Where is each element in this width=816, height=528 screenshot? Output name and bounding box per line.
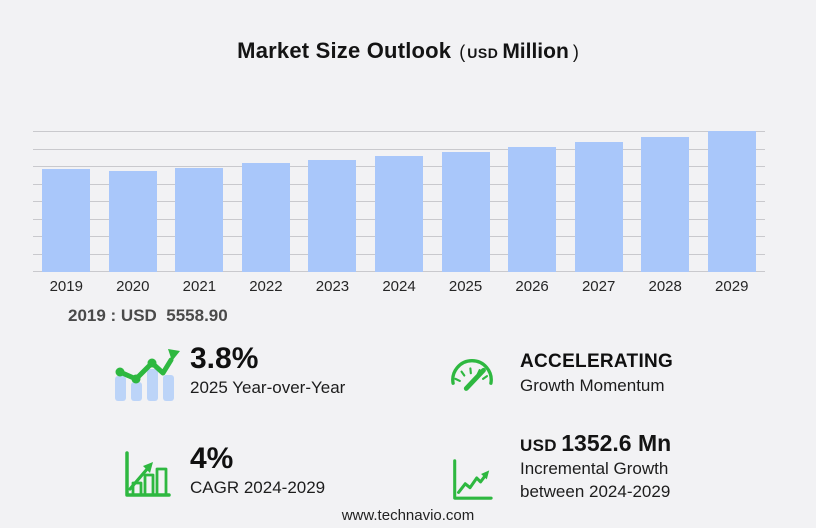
bar-2027 <box>574 142 623 272</box>
bar-2024 <box>375 156 423 272</box>
title-unit: Million <box>502 40 569 63</box>
bar-slot-2019 <box>33 124 100 272</box>
x-axis-label-2019: 2019 <box>49 278 83 295</box>
yoy-value: 3.8% <box>190 342 259 375</box>
x-axis-label-2022: 2022 <box>249 278 283 295</box>
stat-incremental-growth: USD 1352.6 Mn Incremental Growth between… <box>448 430 671 507</box>
bar-slot-2022 <box>233 124 300 272</box>
bar-2020 <box>108 171 157 272</box>
incremental-value: 1352.6 Mn <box>561 430 672 456</box>
page-title: Market Size Outlook (USD Million) <box>0 38 816 64</box>
speedometer-icon <box>448 355 520 402</box>
bar-slot-2027 <box>565 124 632 272</box>
x-axis-label-2024: 2024 <box>382 278 416 295</box>
bar-2021 <box>175 168 224 272</box>
x-axis-labels: 2019 2020 2021 2022 2023 2024 2025 2026 2027 2028… <box>33 278 765 295</box>
x-axis-label-2020: 2020 <box>116 278 150 295</box>
bar-2023 <box>308 160 357 272</box>
bar-2025 <box>441 152 490 272</box>
x-axis-label-2029: 2029 <box>715 278 749 295</box>
bar-slot-2029 <box>698 124 765 272</box>
x-axis-label-2026: 2026 <box>515 278 549 295</box>
x-axis-label-2021: 2021 <box>182 278 217 295</box>
bar-slot-2026 <box>499 124 566 272</box>
momentum-label: Growth Momentum <box>520 376 665 395</box>
incremental-label-line1: Incremental Growth <box>520 459 669 478</box>
bar-series <box>33 124 765 272</box>
gridline <box>33 148 765 150</box>
bar-slot-2021 <box>166 124 233 272</box>
cagr-value: 4% <box>190 442 234 475</box>
stat-year-over-year: 3.8% 2025 Year-over-Year <box>112 342 345 406</box>
incremental-value-line: USD 1352.6 Mn <box>520 430 671 457</box>
base-year-note: 2019 : USD 5558.90 <box>68 306 228 325</box>
title-paren-open: ( <box>459 42 466 62</box>
stat-growth-momentum: ACCELERATING Growth Momentum <box>448 350 673 402</box>
bar-slot-2023 <box>299 124 366 272</box>
bar-slot-2025 <box>432 124 499 272</box>
incremental-value-prefix: USD <box>520 436 557 455</box>
gridline <box>33 131 765 132</box>
market-size-bar-chart <box>33 124 765 272</box>
growth-bars-icon <box>118 446 190 507</box>
line-growth-icon <box>448 456 520 507</box>
bar-2029 <box>707 131 756 272</box>
bar-chart-trend-icon <box>112 347 190 406</box>
bar-slot-2024 <box>366 124 433 272</box>
website-url: www.technavio.com <box>341 507 475 524</box>
bar-slot-2028 <box>632 124 699 272</box>
yoy-label: 2025 Year-over-Year <box>190 378 346 397</box>
title-paren-close: ) <box>572 42 579 62</box>
bar-2028 <box>641 137 690 272</box>
bar-2019 <box>42 169 91 272</box>
x-axis-label-2023: 2023 <box>315 278 350 295</box>
cagr-label: CAGR 2024-2029 <box>190 478 326 497</box>
bar-2022 <box>241 163 290 272</box>
stat-cagr: 4% CAGR 2024-2029 <box>118 442 325 507</box>
bar-2026 <box>508 147 557 272</box>
bar-slot-2020 <box>100 124 167 272</box>
x-axis-label-2028: 2028 <box>648 278 682 295</box>
title-main: Market Size Outlook <box>237 38 452 63</box>
incremental-label-line2: between 2024-2029 <box>520 482 671 501</box>
momentum-value: ACCELERATING <box>520 351 674 372</box>
x-axis-label-2027: 2027 <box>581 278 616 295</box>
x-axis-label-2025: 2025 <box>448 278 483 295</box>
title-currency: USD <box>467 45 499 61</box>
